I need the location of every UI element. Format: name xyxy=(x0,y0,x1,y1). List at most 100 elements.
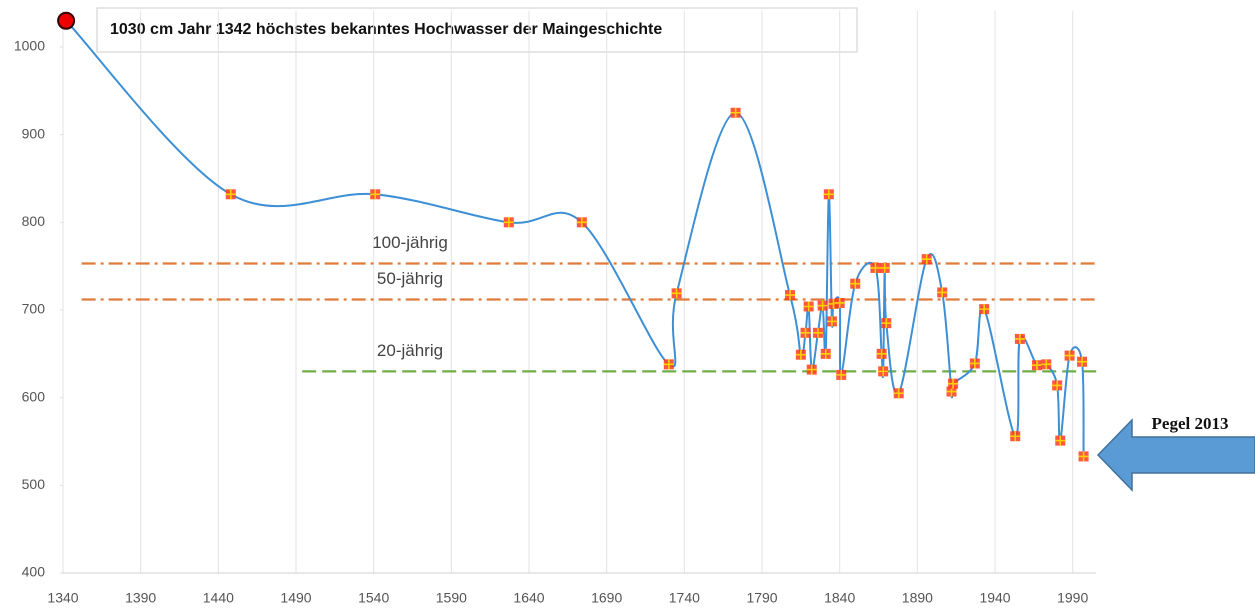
marker-plus xyxy=(969,358,980,369)
marker-plus xyxy=(870,262,881,273)
marker xyxy=(834,297,845,308)
marker-plus xyxy=(663,359,674,370)
marker-plus xyxy=(878,366,889,377)
marker-plus xyxy=(817,300,828,311)
marker xyxy=(225,189,236,200)
marker xyxy=(817,300,828,311)
marker xyxy=(370,189,381,200)
reference-label: 20-jährig xyxy=(377,341,443,360)
marker xyxy=(1064,350,1075,361)
marker xyxy=(1055,435,1066,446)
x-tick-label: 1940 xyxy=(979,590,1010,606)
annotation: 1030 cm Jahr 1342 höchstes bekanntes Hoc… xyxy=(110,21,662,38)
y-tick-label: 500 xyxy=(22,476,46,492)
x-tick-label: 1540 xyxy=(358,590,389,606)
marker xyxy=(503,217,514,228)
x-tick-label: 1890 xyxy=(902,590,933,606)
marker xyxy=(1077,356,1088,367)
arrow-label: Pegel 2013 xyxy=(1152,414,1229,433)
arrow xyxy=(1096,418,1255,492)
marker xyxy=(663,359,674,370)
marker-plus xyxy=(1077,356,1088,367)
marker xyxy=(893,388,904,399)
marker-plus xyxy=(225,189,236,200)
marker-plus xyxy=(671,288,682,299)
y-tick-label: 800 xyxy=(22,213,46,229)
marker xyxy=(1010,431,1021,442)
marker-plus xyxy=(979,304,990,315)
marker-plus xyxy=(370,189,381,200)
marker-plus xyxy=(800,327,811,338)
marker-plus xyxy=(806,364,817,375)
marker xyxy=(812,327,823,338)
marker-plus xyxy=(784,290,795,301)
y-tick-label: 1000 xyxy=(14,38,45,54)
x-tick-label: 1390 xyxy=(125,590,156,606)
marker-plus xyxy=(881,318,892,329)
marker-plus xyxy=(937,287,948,298)
x-tick-label: 1490 xyxy=(280,590,311,606)
marker-plus xyxy=(803,301,814,312)
marker-plus xyxy=(879,262,890,273)
marker-plus xyxy=(826,316,837,327)
marker-plus xyxy=(1078,451,1089,462)
marker-plus xyxy=(893,388,904,399)
y-tick-label: 700 xyxy=(22,301,46,317)
marker xyxy=(979,304,990,315)
marker xyxy=(806,364,817,375)
marker xyxy=(1014,333,1025,344)
marker xyxy=(820,348,831,359)
x-tick-label: 1640 xyxy=(513,590,544,606)
marker-plus xyxy=(1014,333,1025,344)
marker-plus xyxy=(1064,350,1075,361)
marker-plus xyxy=(576,217,587,228)
marker-plus xyxy=(795,349,806,360)
marker-plus xyxy=(1055,435,1066,446)
marker xyxy=(937,287,948,298)
marker-plus xyxy=(876,348,887,359)
marker xyxy=(803,301,814,312)
x-tick-label: 1340 xyxy=(47,590,78,606)
marker-plus xyxy=(850,278,861,289)
x-tick-label: 1690 xyxy=(591,590,622,606)
marker xyxy=(57,11,76,30)
y-tick-label: 600 xyxy=(22,388,46,404)
marker xyxy=(876,348,887,359)
y-tick-label: 400 xyxy=(22,564,46,580)
marker xyxy=(850,278,861,289)
marker-plus xyxy=(730,107,741,118)
reference-label: 100-jährig xyxy=(372,233,448,252)
marker xyxy=(870,262,881,273)
x-tick-label: 1440 xyxy=(203,590,234,606)
marker xyxy=(1052,380,1063,391)
x-tick-label: 1740 xyxy=(669,590,700,606)
marker xyxy=(836,369,847,380)
x-tick-label: 1840 xyxy=(824,590,855,606)
marker xyxy=(921,254,932,265)
marker-plus xyxy=(836,369,847,380)
marker-plus xyxy=(820,348,831,359)
x-tick-label: 1990 xyxy=(1057,590,1088,606)
marker-plus xyxy=(1010,431,1021,442)
marker xyxy=(800,327,811,338)
marker xyxy=(823,189,834,200)
marker-plus xyxy=(1052,380,1063,391)
marker-plus xyxy=(1031,360,1042,371)
marker-plus xyxy=(1041,359,1052,370)
marker xyxy=(879,262,890,273)
marker-plus xyxy=(823,189,834,200)
marker-plus xyxy=(921,254,932,265)
marker xyxy=(576,217,587,228)
marker-plus xyxy=(834,297,845,308)
y-tick-label: 900 xyxy=(22,125,46,141)
marker xyxy=(730,107,741,118)
x-tick-label: 1590 xyxy=(436,590,467,606)
marker-plus xyxy=(503,217,514,228)
marker xyxy=(881,318,892,329)
marker xyxy=(948,378,959,389)
annotation-box xyxy=(96,7,858,53)
reference-label: 50-jährig xyxy=(377,269,443,288)
marker xyxy=(671,288,682,299)
marker xyxy=(1078,451,1089,462)
